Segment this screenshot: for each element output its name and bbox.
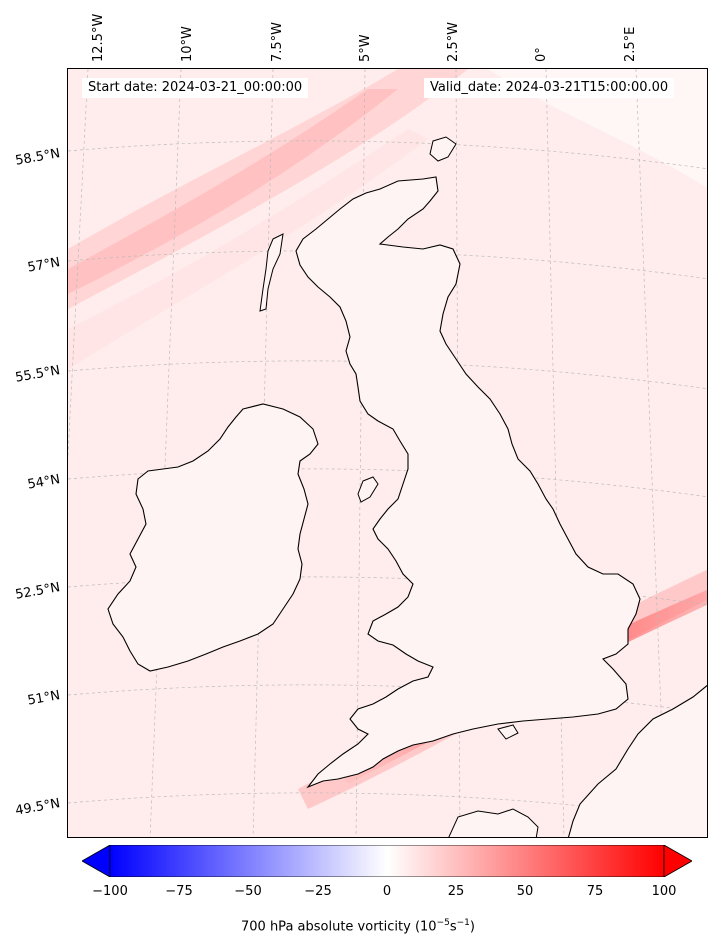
- colorbar-tick-0: 0: [382, 884, 392, 899]
- colorbar-tick-50: 50: [516, 884, 534, 899]
- lon-label-2-5w: 2.5°W: [446, 21, 461, 62]
- colorbar-label: 700 hPa absolute vorticity (10−5s−1): [241, 918, 475, 935]
- lat-label-49-5n: 49.5°N: [14, 796, 62, 819]
- lon-label-7-5w: 7.5°W: [270, 21, 285, 62]
- orkney-islands: [429, 136, 457, 162]
- lat-label-51n: 51°N: [26, 688, 62, 709]
- ireland-coastline: [107, 403, 319, 672]
- vorticity-map: [68, 69, 707, 837]
- great-britain-coastline: [295, 176, 641, 789]
- brittany-coastline: [448, 808, 539, 837]
- lat-label-54n: 54°N: [26, 472, 62, 493]
- vorticity-band-northwest: [68, 69, 468, 309]
- lon-label-2-5e: 2.5°E: [623, 26, 638, 62]
- lat-label-52-5n: 52.5°N: [14, 580, 62, 603]
- colorbar-tick-100: 100: [651, 884, 677, 899]
- lon-label-5w: 5°W: [358, 34, 373, 62]
- continental-coastline: [567, 684, 707, 837]
- colorbar-tick-75: 75: [586, 884, 604, 899]
- vorticity-calm-northeast: [488, 69, 707, 188]
- colorbar-tick-25: 25: [447, 884, 465, 899]
- colorbar-tick-minus25: −25: [304, 884, 332, 899]
- colorbar: [82, 845, 692, 877]
- vorticity-band-northwest-core: [68, 89, 398, 294]
- lat-label-58-5n: 58.5°N: [14, 146, 62, 169]
- vorticity-band-secondary: [68, 129, 428, 369]
- lat-label-55-5n: 55.5°N: [14, 363, 62, 386]
- valid-date-label: Valid_date: 2024-03-21T15:00:00.00: [424, 78, 675, 98]
- lon-label-10w: 10°W: [180, 26, 195, 62]
- lat-label-57n: 57°N: [26, 255, 62, 276]
- lon-label-12-5w: 12.5°W: [91, 13, 106, 62]
- colorbar-tick-minus75: −75: [165, 884, 193, 899]
- colorbar-tick-minus100: −100: [92, 884, 128, 899]
- map-panel: [67, 68, 708, 838]
- lon-label-0: 0°: [534, 47, 549, 62]
- colorbar-gradient: [109, 845, 665, 877]
- colorbar-max-extend: [663, 845, 692, 877]
- colorbar-min-extend: [82, 845, 111, 877]
- start-date-label: Start date: 2024-03-21_00:00:00: [82, 78, 309, 98]
- outer-hebrides: [259, 233, 284, 312]
- colorbar-tick-minus50: −50: [234, 884, 262, 899]
- isle-of-wight: [497, 724, 519, 740]
- isle-of-man: [357, 476, 379, 503]
